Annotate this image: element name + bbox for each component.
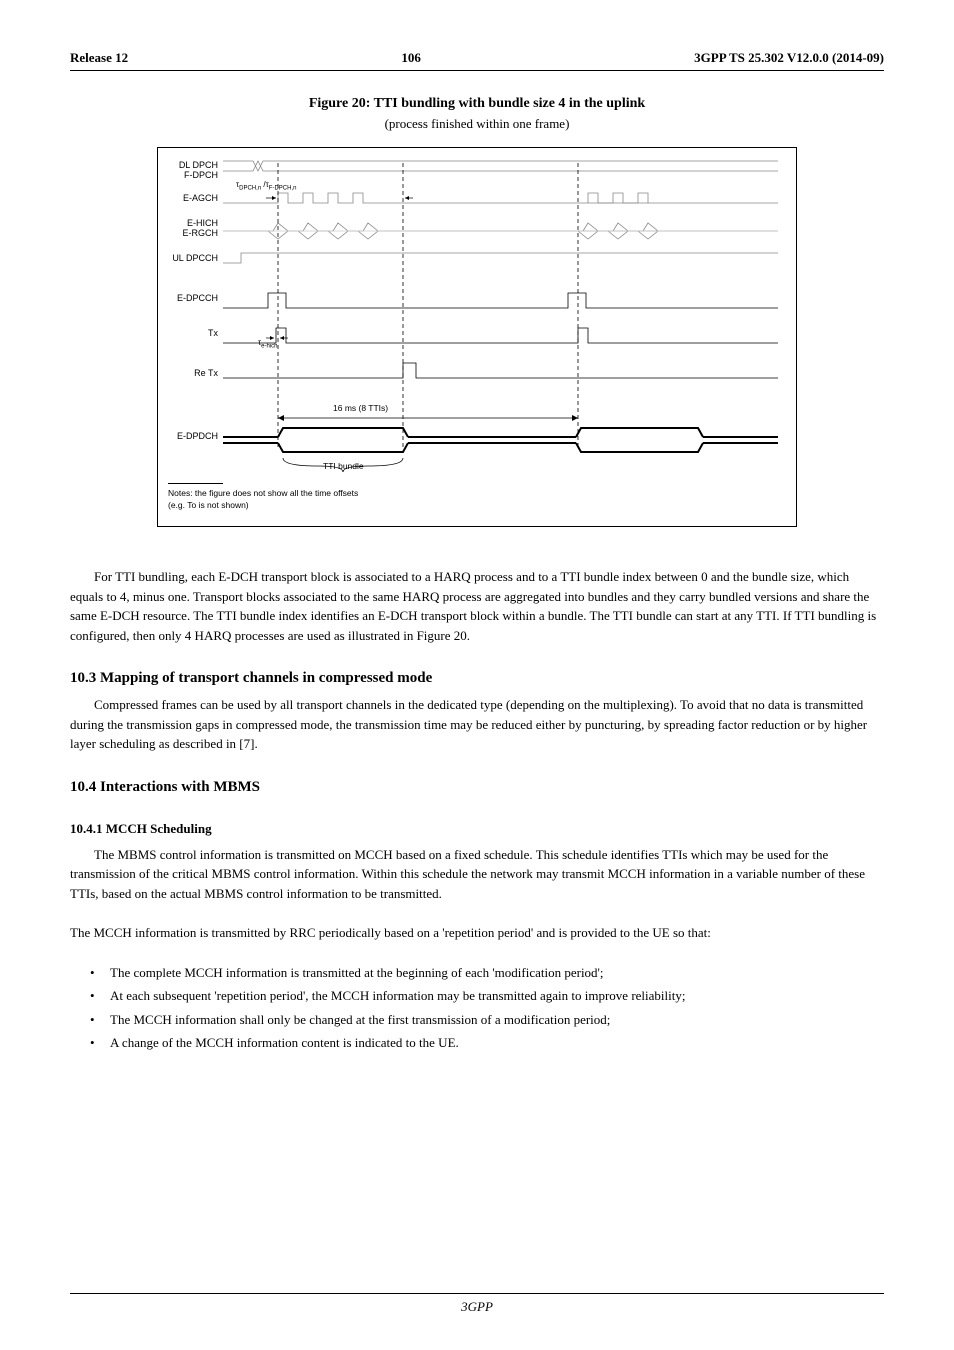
para-tti-bundling: For TTI bundling, each E-DCH transport b…	[70, 567, 884, 645]
bullet-3-text: The MCCH information shall only be chang…	[110, 1010, 884, 1030]
timing-diagram-container: DL DPCHF-DPCH E-AGCH E-HICHE-RGCH UL DPC…	[70, 147, 884, 527]
page-header: Release 12 106 3GPP TS 25.302 V12.0.0 (2…	[70, 50, 884, 66]
timing-diagram: DL DPCHF-DPCH E-AGCH E-HICHE-RGCH UL DPC…	[157, 147, 797, 527]
figure-note-1: Notes: the figure does not show all the …	[168, 488, 358, 498]
figure-subtitle: (process finished within one frame)	[70, 116, 884, 132]
heading-10-3: 10.3 Mapping of transport channels in co…	[70, 670, 884, 687]
bullet-2-text: At each subsequent 'repetition period', …	[110, 986, 884, 1006]
para-10-4-1b: The MCCH information is transmitted by R…	[70, 923, 884, 943]
para-10-3: Compressed frames can be used by all tra…	[70, 695, 884, 754]
figure-title: Figure 20: TTI bundling with bundle size…	[70, 96, 884, 112]
bullet-4-text: A change of the MCCH information content…	[110, 1033, 884, 1053]
header-page: 106	[401, 50, 421, 66]
footer-rule	[70, 1293, 884, 1294]
para-10-4-1a: The MBMS control information is transmit…	[70, 845, 884, 904]
bullet-3: • The MCCH information shall only be cha…	[90, 1010, 884, 1030]
heading-10-4-1: 10.4.1 MCCH Scheduling	[70, 821, 884, 837]
footer-org: 3GPP	[461, 1299, 493, 1315]
bullet-1: • The complete MCCH information is trans…	[90, 963, 884, 983]
figure-note-2: (e.g. To is not shown)	[168, 500, 249, 510]
bullet-4: • A change of the MCCH information conte…	[90, 1033, 884, 1053]
bullet-dot-icon: •	[90, 986, 110, 1006]
bullet-1-text: The complete MCCH information is transmi…	[110, 963, 884, 983]
bullet-2: • At each subsequent 'repetition period'…	[90, 986, 884, 1006]
waveform-svg	[158, 148, 798, 488]
page-footer: 3GPP	[70, 1293, 884, 1315]
header-doc: 3GPP TS 25.302 V12.0.0 (2014-09)	[694, 50, 884, 66]
bullet-dot-icon: •	[90, 1010, 110, 1030]
header-rule	[70, 70, 884, 71]
bullet-dot-icon: •	[90, 963, 110, 983]
header-release: Release 12	[70, 50, 128, 66]
bullet-dot-icon: •	[90, 1033, 110, 1053]
heading-10-4: 10.4 Interactions with MBMS	[70, 779, 884, 796]
